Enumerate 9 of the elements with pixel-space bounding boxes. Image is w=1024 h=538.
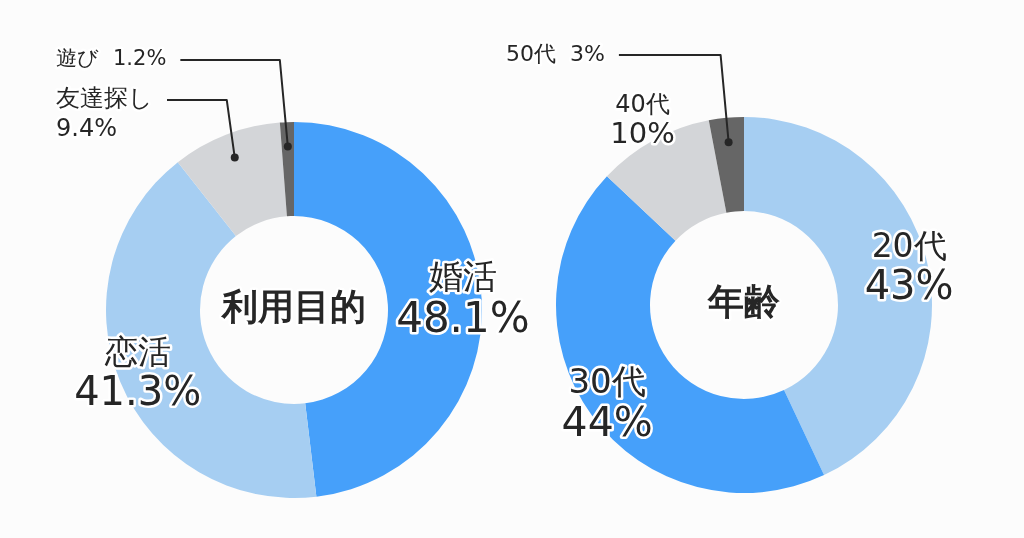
text: 利用目的 <box>220 286 366 328</box>
data-label: 1.2% <box>113 46 167 71</box>
data-label: 3% <box>569 40 605 66</box>
data-label: 9.4% <box>56 114 117 143</box>
text: 年齢 <box>707 281 780 323</box>
slice-label: 遊び <box>56 46 99 71</box>
slice-label: 友達探し <box>56 84 153 113</box>
slice-label: 30代 <box>568 360 646 401</box>
slice-label: 50代 <box>506 40 556 66</box>
